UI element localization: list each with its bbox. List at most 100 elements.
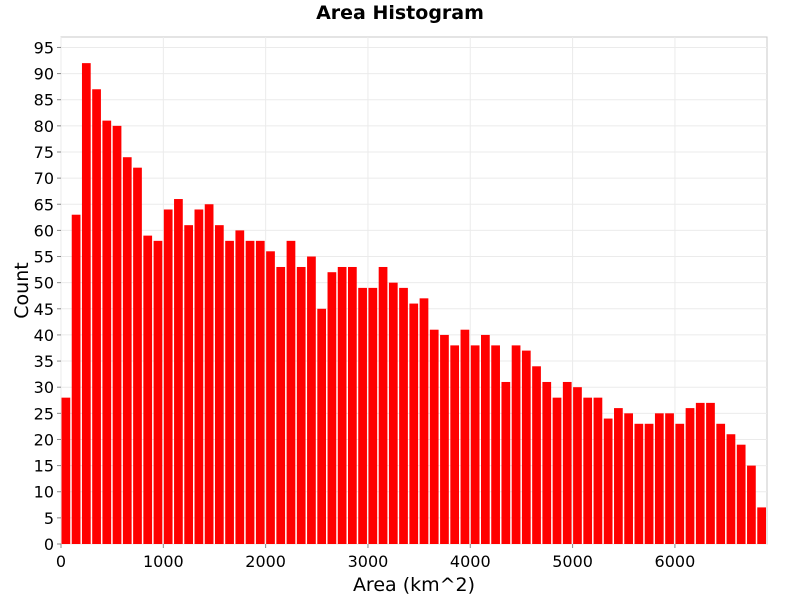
chart-title: Area Histogram <box>316 2 484 24</box>
histogram-bar <box>81 63 91 544</box>
histogram-bar <box>409 303 419 544</box>
histogram-bar <box>685 408 695 544</box>
histogram-bar <box>204 204 214 544</box>
y-tick-label: 30 <box>34 378 54 397</box>
y-tick-label: 20 <box>34 430 54 449</box>
y-tick-label: 15 <box>34 457 54 476</box>
y-tick-label: 0 <box>44 535 54 554</box>
histogram-bar <box>511 345 521 544</box>
x-tick-label: 4000 <box>450 552 491 571</box>
y-tick-label: 90 <box>34 65 54 84</box>
histogram-bar <box>317 308 327 544</box>
histogram-bar <box>214 225 224 544</box>
histogram-bar <box>235 230 245 544</box>
y-tick-label: 70 <box>34 169 54 188</box>
histogram-bar <box>143 235 153 544</box>
histogram-bar <box>644 423 654 544</box>
histogram-bar <box>491 345 500 544</box>
histogram-bar <box>440 334 449 544</box>
histogram-bar <box>327 272 337 544</box>
histogram-bar <box>112 125 122 545</box>
histogram-bar <box>153 240 163 544</box>
histogram-bar <box>194 209 204 544</box>
y-tick-label: 85 <box>34 91 54 110</box>
histogram-bar <box>614 408 623 544</box>
histogram-bar <box>133 167 142 544</box>
histogram-bar <box>388 282 398 544</box>
histogram-bar <box>695 402 705 544</box>
histogram-bar <box>716 423 726 544</box>
histogram-bar <box>450 345 460 544</box>
histogram-bar <box>726 434 736 544</box>
histogram-bar <box>296 266 306 544</box>
histogram-bar <box>286 240 296 544</box>
y-tick-label: 80 <box>34 117 54 136</box>
histogram-bar <box>532 366 541 544</box>
x-tick-label: 3000 <box>348 552 389 571</box>
histogram-bar <box>347 266 357 544</box>
x-tick-label: 1000 <box>143 552 184 571</box>
histogram-bar <box>276 266 286 544</box>
histogram-bar <box>481 334 490 544</box>
histogram-bar <box>552 397 562 544</box>
histogram-bar <box>736 444 746 544</box>
y-tick-label: 5 <box>44 509 54 528</box>
histogram-bar <box>378 266 388 544</box>
histogram-bar <box>122 157 132 544</box>
histogram-bar <box>358 287 367 544</box>
histogram-bar <box>429 329 439 544</box>
x-tick-label: 5000 <box>552 552 593 571</box>
histogram-bar <box>665 413 674 544</box>
y-tick-label: 35 <box>34 352 54 371</box>
histogram-bar <box>757 507 766 544</box>
histogram-bar <box>368 287 378 544</box>
y-tick-label: 95 <box>34 38 54 57</box>
histogram-bar <box>583 397 593 544</box>
x-tick-label: 2000 <box>245 552 286 571</box>
x-axis-label: Area (km^2) <box>353 574 475 596</box>
y-tick-label: 55 <box>34 248 54 267</box>
y-tick-label: 25 <box>34 404 54 423</box>
histogram-bar <box>521 350 531 544</box>
histogram-bar <box>470 345 480 544</box>
histogram-bar <box>573 387 582 544</box>
histogram-bar <box>266 251 275 545</box>
histogram-bar <box>184 225 194 544</box>
histogram-bar <box>225 240 234 544</box>
y-tick-label: 60 <box>34 221 54 240</box>
histogram-bar <box>102 120 112 544</box>
histogram-bar <box>307 256 316 544</box>
histogram-bar <box>71 214 81 544</box>
y-axis-label: Count <box>11 262 33 318</box>
histogram-bar <box>92 89 101 545</box>
histogram-bar <box>603 418 613 544</box>
histogram-bar <box>174 199 183 544</box>
histogram-bar <box>747 465 756 544</box>
histogram-bar <box>542 381 552 544</box>
histogram-bar <box>245 240 255 544</box>
histogram-bar <box>419 298 429 544</box>
x-axis: 0 1000 2000 3000 4000 5000 6000 <box>56 544 695 571</box>
histogram-bar <box>562 381 572 544</box>
y-tick-label: 75 <box>34 143 54 162</box>
x-tick-label: 6000 <box>655 552 696 571</box>
histogram-bar <box>654 413 664 544</box>
y-tick-label: 65 <box>34 195 54 214</box>
y-tick-label: 45 <box>34 300 54 319</box>
y-tick-label: 10 <box>34 483 54 502</box>
histogram-bar <box>399 287 408 544</box>
histogram-bar <box>706 402 715 544</box>
y-tick-label: 40 <box>34 326 54 345</box>
bars <box>61 63 766 545</box>
histogram-bar <box>624 413 633 544</box>
y-tick-label: 50 <box>34 274 54 293</box>
histogram-bar <box>337 266 347 544</box>
histogram-bar <box>255 240 265 544</box>
histogram-bar <box>634 423 644 544</box>
histogram-bar <box>593 397 603 544</box>
y-axis: 0 5 10 15 20 25 30 35 40 45 50 55 60 65 70 75 80 85 90 95 <box>34 38 61 554</box>
x-tick-label: 0 <box>56 552 66 571</box>
histogram-bar <box>61 397 71 544</box>
histogram-bar <box>460 329 470 544</box>
